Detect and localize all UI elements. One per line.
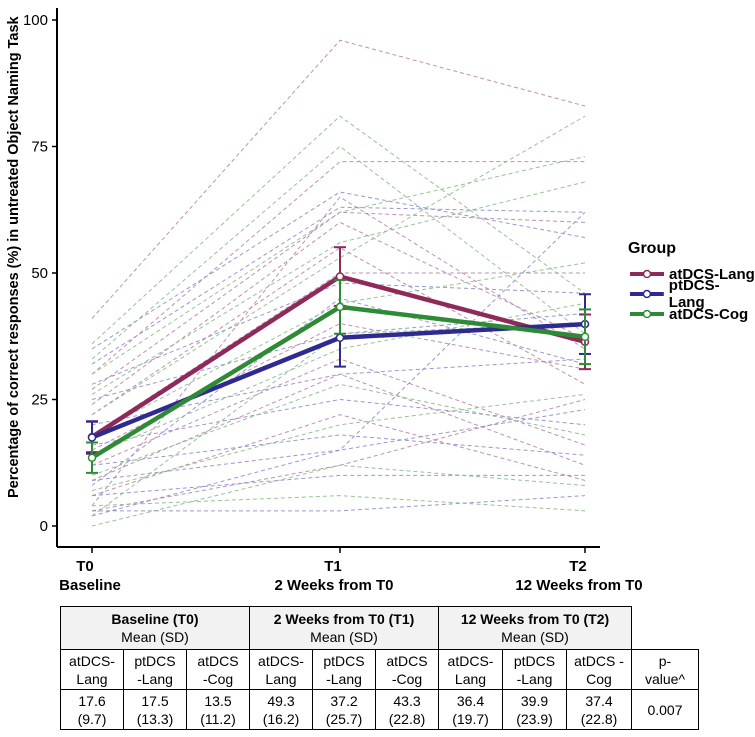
individual-line: [91, 181, 586, 395]
mean-point: [580, 332, 590, 342]
legend-title: Group: [628, 240, 676, 257]
table-column-header: ptDCS -Lang: [502, 649, 567, 690]
individual-line: [91, 221, 586, 405]
table-empty-cell: [631, 606, 699, 650]
y-axis-label: Percentage of correct responses (%) in u…: [6, 16, 22, 498]
y-tick-label: 25: [31, 392, 48, 409]
individual-line: [91, 145, 586, 360]
x-tick-label: T1: [324, 558, 342, 575]
individual-line: [91, 206, 586, 365]
table-cell: 39.9 (23.9): [502, 689, 567, 730]
individual-line: [91, 196, 586, 507]
legend-item-atdcs-lang: atDCS-Lang: [628, 264, 755, 284]
mean-point: [87, 453, 97, 462]
mean-point: [335, 333, 345, 343]
x-tick-sublabel: Baseline: [59, 577, 121, 594]
table-cell: 49.3 (16.2): [249, 689, 313, 730]
legend-label-ptdcs-lang: ptDCS-Lang: [668, 277, 720, 311]
chart-plot: 0 25 50 75 100 T0 Baseline T1 2 Weeks from T0 T2 1…: [23, 8, 643, 594]
y-tick-label: 0: [40, 518, 48, 535]
legend-label-atdcs-lang: atDCS-Lang: [669, 265, 755, 283]
table-column-header: atDCS- Lang: [60, 649, 124, 690]
table-group-header: 2 Weeks from T0 (T1) Mean (SD): [249, 606, 439, 650]
table-column-header: atDCS - Cog: [566, 649, 632, 690]
individual-line: [91, 398, 586, 446]
individual-line: [91, 474, 585, 497]
table-group-title: Baseline (T0): [111, 611, 199, 627]
table-cell: 36.4 (19.7): [438, 689, 503, 730]
legend-key-ptdcs-lang: [629, 289, 664, 299]
table-value-row: 17.6 (9.7) 17.5 (13.3) 13.5 (11.2) 49.3 (16.…: [60, 689, 699, 730]
table-cell: 37.2 (25.7): [312, 689, 376, 730]
table-cell: 13.5 (11.2): [186, 689, 250, 730]
legend-key-atdcs-lang: [630, 269, 664, 279]
individual-line: [91, 211, 586, 517]
individual-line: [91, 161, 585, 375]
individual-line: [91, 191, 586, 350]
individual-line: [92, 495, 586, 512]
individual-line: [91, 39, 586, 319]
individual-line: [91, 383, 586, 476]
table-column-header: atDCS- Lang: [249, 649, 313, 690]
table-group-header: 12 Weeks from T0 (T2) Mean (SD): [438, 606, 632, 650]
legend-item-atdcs-cog: atDCS-Cog: [628, 304, 755, 324]
x-tick-sublabel: 2 Weeks from T0: [275, 577, 394, 594]
summary-table: Baseline (T0) Mean (SD) 2 Weeks from T0 …: [60, 606, 699, 730]
legend-key-atdcs-cog: [630, 309, 664, 319]
table-cell: 17.5 (13.3): [123, 689, 187, 730]
table-pvalue-header: p-value^: [631, 649, 699, 690]
table-group-title: 2 Weeks from T0 (T1): [273, 611, 415, 627]
individual-line: [91, 393, 586, 492]
y-tick-label: 50: [31, 265, 48, 282]
x-tick-label: T2: [569, 558, 587, 575]
table-group-subtitle: Mean (SD): [501, 629, 569, 645]
table-pvalue-cell: 0.007: [631, 689, 699, 730]
legend-item-ptdcs-lang: ptDCS-Lang: [628, 277, 755, 311]
table-column-header: ptDCS -Lang: [123, 649, 187, 690]
y-tick-label: 100: [23, 12, 48, 29]
table-cell: 17.6 (9.7): [60, 689, 124, 730]
individual-line: [91, 409, 586, 481]
y-tick-label: 75: [31, 139, 48, 156]
table-group-title: 12 Weeks from T0 (T2): [460, 611, 610, 627]
individual-line: [91, 211, 586, 390]
individual-line: [91, 399, 586, 512]
individual-line: [91, 414, 586, 497]
table-cell: 43.3 (22.8): [375, 689, 439, 730]
table-group-subtitle: Mean (SD): [121, 629, 189, 645]
table-group-header: Baseline (T0) Mean (SD): [60, 606, 250, 650]
individual-line: [91, 434, 586, 466]
table-group-subtitle: Mean (SD): [310, 629, 378, 645]
table-column-header: atDCS- Lang: [438, 649, 503, 690]
table-column-header: atDCS -Cog: [375, 649, 439, 690]
table-column-header-row: atDCS- Lang ptDCS -Lang atDCS -Cog atDCS- La…: [60, 649, 699, 690]
legend-label-atdcs-cog: atDCS-Cog: [669, 305, 749, 323]
x-tick-sublabel: 12 Weeks from T0: [515, 577, 642, 594]
table-cell: 37.4 (22.8): [566, 689, 632, 730]
individual-line: [91, 115, 586, 416]
mean-point: [87, 433, 97, 442]
legend: Group atDCS-Lang ptDCS-Lang atDCS-Cog: [628, 240, 755, 324]
individual-line: [91, 115, 586, 345]
table-column-header: ptDCS -Lang: [312, 649, 376, 690]
x-tick-label: T0: [76, 558, 94, 575]
individual-line: [91, 156, 586, 375]
mean-point: [335, 302, 345, 312]
individual-line: [91, 464, 586, 527]
table-column-header: atDCS -Cog: [186, 649, 250, 690]
mean-point: [335, 272, 345, 281]
individual-line: [91, 495, 586, 512]
individual-line: [91, 247, 586, 416]
